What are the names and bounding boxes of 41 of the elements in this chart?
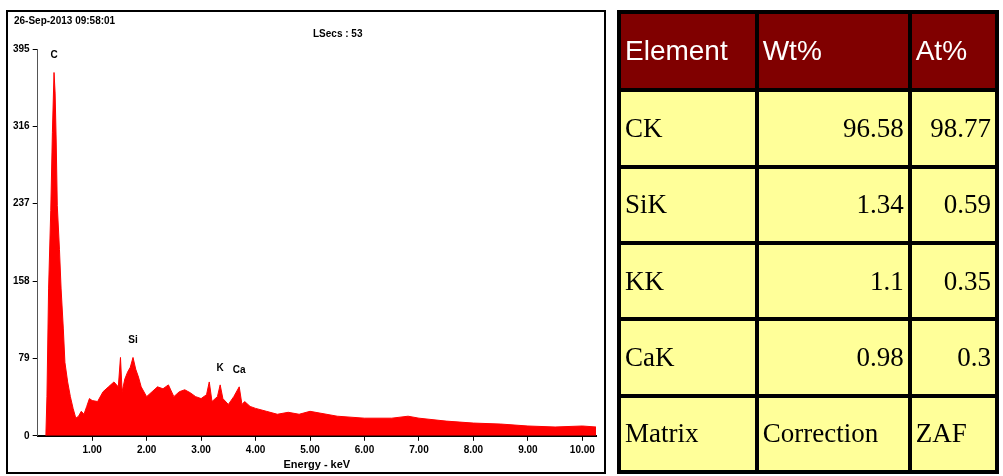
- text: At%: [909, 12, 997, 91]
- y-tick-label: 0: [24, 429, 31, 441]
- annotation: K: [216, 361, 225, 373]
- text: 0.59: [909, 166, 997, 244]
- text: 1.34: [756, 166, 910, 244]
- y-tick-label: 395: [13, 42, 31, 54]
- text: LSecs : 53: [313, 28, 363, 39]
- text: 1.1: [756, 243, 910, 320]
- x-axis-title: Energy - keV: [283, 458, 351, 471]
- x-tick-label: 1.00: [82, 443, 103, 455]
- text: 98.77: [909, 90, 997, 167]
- text: SiK: [619, 166, 757, 244]
- text: CK: [619, 90, 757, 167]
- text: Matrix: [619, 395, 757, 472]
- annotation: Si: [128, 334, 138, 346]
- x-tick-label: 7.00: [409, 443, 430, 455]
- x-tick-label: 5.00: [300, 443, 321, 455]
- y-tick-label: 237: [13, 197, 31, 209]
- x-tick-label: 8.00: [463, 443, 484, 455]
- x-tick-label: 9.00: [518, 443, 539, 455]
- annotation: C: [50, 49, 58, 61]
- y-tick-label: 158: [13, 274, 31, 286]
- x-tick-label: 10.00: [569, 443, 596, 455]
- text: Wt%: [756, 12, 910, 91]
- y-tick-label: 316: [13, 120, 31, 132]
- x-tick-label: 6.00: [354, 443, 375, 455]
- text: 96.58: [756, 90, 910, 167]
- y-tick-label: 79: [18, 352, 31, 364]
- text: 0.3: [909, 319, 997, 396]
- text: 0.98: [756, 319, 910, 396]
- x-tick-label: 2.00: [136, 443, 157, 455]
- text: ZAF: [909, 395, 997, 472]
- text: KK: [619, 243, 757, 320]
- text: CaK: [619, 319, 757, 396]
- text: Element: [619, 12, 757, 91]
- x-tick-label: 4.00: [245, 443, 266, 455]
- annotation: Ca: [232, 363, 247, 375]
- text: Correction: [756, 395, 910, 472]
- text: 0.35: [909, 243, 997, 320]
- x-tick-label: 3.00: [191, 443, 212, 455]
- text: 26-Sep-2013 09:58:01: [14, 15, 116, 26]
